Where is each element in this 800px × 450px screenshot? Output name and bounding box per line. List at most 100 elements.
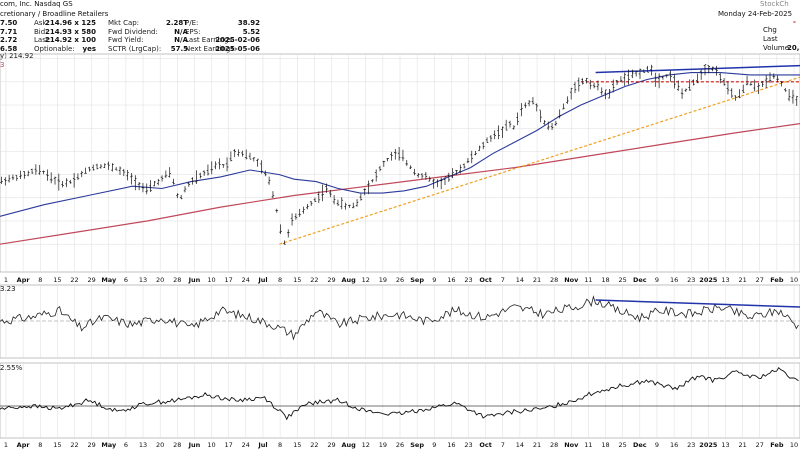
x-tick-label: 26 [396, 441, 404, 449]
x-tick-label: Aug [341, 441, 356, 449]
header-key-col2: Bid: [34, 27, 48, 36]
header-value-col4: 5.52 [242, 27, 260, 36]
x-tick-label: 12 [362, 276, 370, 284]
x-tick-label: Jun [188, 441, 201, 449]
x-tick-label: Feb [770, 276, 784, 284]
x-tick-label: 11 [584, 276, 592, 284]
header-key-col4: EPS: [185, 27, 201, 36]
header-key-col3: Mkt Cap: [108, 19, 140, 27]
x-tick-label: 29 [327, 276, 335, 284]
x-tick-label: 2025 [699, 441, 718, 449]
x-tick-label: 17 [225, 441, 233, 449]
x-tick-label: 8 [278, 276, 282, 284]
price-divergence-line [595, 64, 800, 74]
x-tick-label: 9 [432, 441, 436, 449]
header-key-col3: Fwd Dividend: [108, 27, 158, 36]
x-tick-label: 7 [501, 441, 505, 449]
header-value-col3: N/A [174, 36, 188, 45]
x-tick-label: 8 [38, 441, 42, 449]
header-value-1: 7.71 [0, 27, 18, 36]
x-tick-label: 15 [293, 276, 301, 284]
low-panel-label: 2.55% [0, 364, 23, 372]
header-value-col4: 2025-05-06 [215, 44, 260, 53]
momentum-line [0, 295, 799, 341]
x-tick-label: Dec [633, 441, 647, 449]
header-key-col2: Optionable: [34, 44, 75, 53]
x-tick-label: 21 [738, 276, 746, 284]
x-tick-label: 2025 [699, 276, 718, 284]
x-tick-label: 9 [655, 276, 659, 284]
x-tick-label: May [101, 276, 117, 284]
chg-label: Chg [763, 26, 777, 34]
volume-label: Volume [763, 44, 790, 52]
x-tick-label: 10 [207, 441, 215, 449]
x-tick-label: 9 [432, 276, 436, 284]
relative-strength-line [0, 366, 799, 421]
header-value-col2: yes [82, 44, 96, 53]
x-tick-label: 25 [619, 441, 627, 449]
x-tick-label: Jun [188, 276, 201, 284]
x-tick-label: 18 [601, 276, 609, 284]
x-tick-label: Nov [564, 441, 579, 449]
x-tick-label: Sep [410, 276, 424, 284]
volume-value: 20,5 [787, 44, 800, 52]
x-tick-label: 13 [721, 441, 729, 449]
x-tick-label: 17 [225, 276, 233, 284]
x-tick-label: 16 [670, 441, 678, 449]
x-tick-label: 28 [173, 276, 181, 284]
x-tick-label: 23 [464, 441, 472, 449]
x-tick-label: 22 [70, 276, 78, 284]
x-tick-label: 19 [379, 276, 387, 284]
x-tick-label: 10 [790, 276, 798, 284]
x-tick-label: Oct [479, 276, 492, 284]
header-key-col2: Last: [34, 36, 51, 45]
header-key-col4: Last Earnings: [185, 36, 235, 45]
x-tick-label: 7 [501, 276, 505, 284]
header-key-col3: Fwd Yield: [108, 36, 144, 45]
last-label: Last [763, 35, 778, 43]
header-key-col4: Next Earnings: [185, 44, 237, 53]
x-tick-label: May [101, 441, 117, 449]
x-tick-label: 10 [790, 441, 798, 449]
x-tick-label: 23 [687, 441, 695, 449]
x-tick-label: 16 [447, 276, 455, 284]
x-tick-label: Dec [633, 276, 647, 284]
x-tick-label: 24 [242, 276, 250, 284]
x-tick-label: 23 [464, 276, 472, 284]
x-tick-label: 20 [156, 276, 164, 284]
x-tick-label: 29 [88, 441, 96, 449]
header-value-col4: 2025-02-06 [215, 36, 260, 45]
x-tick-label: 1 [4, 276, 8, 284]
header-value-col2: 214.93 x 580 [44, 27, 96, 36]
x-tick-label: 13 [721, 276, 729, 284]
x-tick-label: 14 [516, 441, 524, 449]
x-tick-label: 9 [655, 441, 659, 449]
x-tick-label: 23 [687, 276, 695, 284]
x-tick-label: 22 [310, 441, 318, 449]
x-tick-label: 13 [139, 441, 147, 449]
date-label: Monday 24-Feb-2025 [718, 10, 793, 18]
x-tick-label: Nov [564, 276, 579, 284]
x-tick-label: 15 [53, 441, 61, 449]
x-tick-label: 16 [447, 441, 455, 449]
header-value-1: 6.58 [0, 44, 18, 53]
header-value-col4: 38.92 [237, 19, 260, 27]
header-value-col3: N/A [174, 27, 188, 36]
x-tick-label: 15 [53, 276, 61, 284]
x-tick-label: 21 [533, 276, 541, 284]
x-tick-label: Jul [257, 441, 267, 449]
x-tick-label: 18 [601, 441, 609, 449]
x-tick-label: 19 [379, 441, 387, 449]
header-value-col3: 2.28T [165, 19, 188, 27]
x-tick-label: 21 [533, 441, 541, 449]
x-tick-label: 15 [293, 441, 301, 449]
x-tick-label: 27 [756, 276, 764, 284]
mid-panel-label: 3.23 [0, 285, 16, 293]
x-tick-label: 6 [124, 441, 128, 449]
x-tick-label: Apr [17, 276, 31, 284]
x-tick-label: 29 [327, 441, 335, 449]
watermark: StockCh [760, 0, 789, 8]
x-tick-label: 16 [670, 276, 678, 284]
x-tick-label: 26 [396, 276, 404, 284]
